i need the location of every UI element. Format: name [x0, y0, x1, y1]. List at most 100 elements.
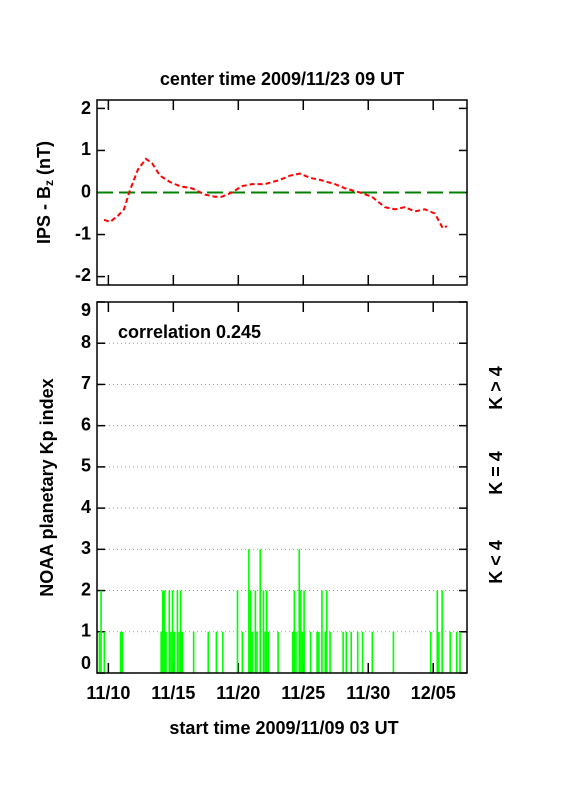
bar: [161, 590, 164, 673]
x-tick-label: 11/15: [151, 683, 195, 703]
bar: [254, 590, 257, 673]
y-tick-label: -1: [75, 223, 91, 243]
y-tick-label: 2: [81, 98, 91, 118]
bar: [259, 549, 262, 673]
x-tick-label: 11/20: [216, 683, 260, 703]
bar: [176, 590, 179, 673]
x-tick-label: 11/10: [86, 683, 130, 703]
bar: [262, 590, 265, 673]
bar: [342, 631, 344, 673]
y-tick-label: 0: [81, 653, 91, 673]
y-tick-label: 8: [81, 332, 91, 352]
bar: [256, 631, 258, 673]
bar: [309, 631, 312, 673]
y-axis-title: IPS - Bz (nT): [34, 141, 56, 244]
bar: [371, 631, 374, 673]
bar: [178, 631, 180, 673]
bar: [429, 631, 432, 673]
x-tick-label: 12/05: [411, 683, 456, 703]
bar: [316, 631, 318, 673]
bar: [160, 631, 162, 673]
bar: [248, 549, 250, 673]
y-axis-title: NOAA planetary Kp index: [37, 378, 57, 596]
bar: [267, 631, 270, 673]
bar: [249, 590, 252, 673]
bar: [301, 631, 304, 673]
bar: [436, 590, 439, 673]
y-tick-label: 7: [81, 373, 91, 393]
y-tick-label: 5: [81, 456, 91, 476]
x-tick-label: 11/25: [281, 683, 325, 703]
bar: [168, 590, 171, 673]
plot-frame: [96, 99, 468, 286]
bar: [350, 631, 353, 673]
y-axis-title-suffix: (nT): [34, 141, 54, 180]
bar: [264, 631, 266, 673]
y-tick-label: 2: [81, 579, 91, 599]
bar: [291, 631, 294, 673]
bar: [173, 631, 175, 673]
bar: [207, 631, 210, 673]
bar: [165, 631, 167, 673]
bar: [98, 631, 101, 673]
y-tick-label: 1: [81, 139, 91, 159]
y-tick-label: 3: [81, 538, 91, 558]
bar: [455, 631, 458, 673]
bar: [251, 631, 253, 673]
bar: [345, 631, 348, 673]
bar: [392, 631, 395, 673]
y-tick-label: 4: [81, 497, 91, 517]
y-tick-label: 1: [81, 621, 91, 641]
bar: [321, 590, 323, 673]
data-line: [103, 157, 448, 230]
bar: [361, 631, 364, 673]
bar: [295, 631, 297, 673]
y-tick-label: -2: [75, 265, 91, 285]
bar: [329, 631, 331, 673]
x-tick-label: 11/30: [346, 683, 390, 703]
bar: [241, 631, 244, 673]
bar: [100, 590, 102, 673]
plot-frame: [96, 301, 468, 674]
bar: [438, 631, 440, 673]
bar: [303, 590, 305, 673]
bar: [171, 590, 174, 673]
color-key-label: K > 4: [486, 366, 506, 410]
bar: [324, 631, 327, 673]
bar: [459, 631, 461, 673]
bar: [293, 590, 296, 673]
y-tick-label: 9: [81, 300, 91, 320]
bar: [181, 631, 184, 673]
bar: [277, 631, 279, 673]
bar: [179, 590, 182, 673]
bar: [119, 631, 122, 673]
bar: [222, 631, 224, 673]
bar: [103, 631, 106, 673]
bar: [236, 590, 239, 673]
bar: [121, 631, 123, 673]
bar: [441, 590, 443, 673]
y-axis-title-subscript: z: [42, 180, 56, 186]
annotation: correlation 0.245: [118, 322, 261, 342]
bar: [356, 631, 359, 673]
color-key-label: K < 4: [486, 540, 506, 584]
bar: [163, 590, 166, 673]
bar: [170, 631, 172, 673]
y-tick-label: 0: [81, 181, 91, 201]
bar: [326, 590, 328, 673]
bar: [192, 631, 195, 673]
bar: [298, 549, 301, 673]
bar: [265, 590, 268, 673]
color-key-label: K = 4: [486, 451, 506, 495]
y-axis-title-text: IPS - B: [34, 186, 54, 244]
x-axis-title: start time 2009/11/09 03 UT: [169, 718, 398, 738]
y-tick-label: 6: [81, 414, 91, 434]
bar: [215, 631, 218, 673]
chart-title: center time 2009/11/23 09 UT: [160, 69, 404, 89]
bar: [317, 631, 320, 673]
bar: [449, 631, 452, 673]
bar: [300, 590, 302, 673]
